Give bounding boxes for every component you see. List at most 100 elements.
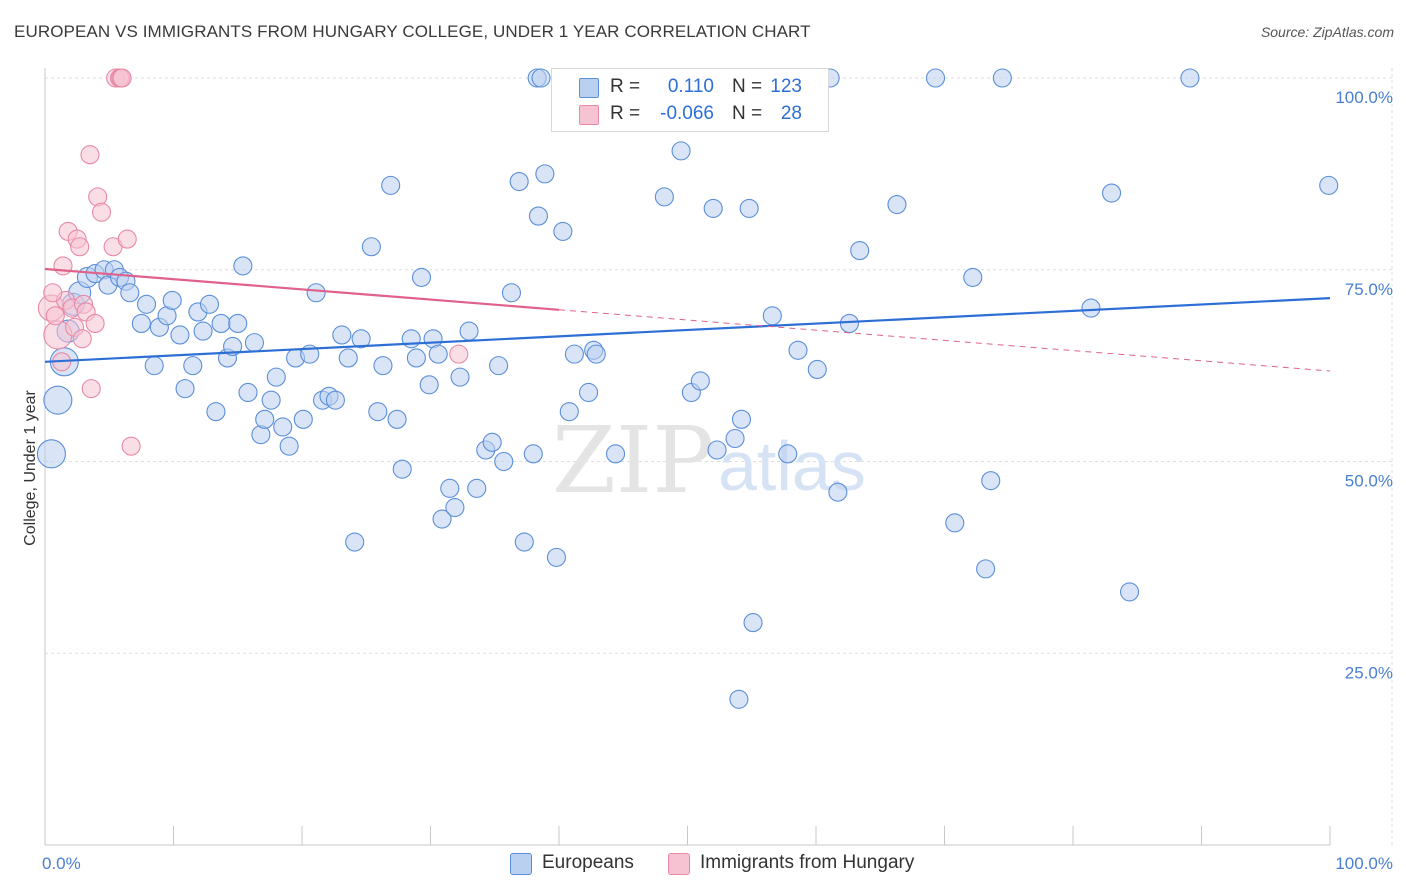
point-european	[992, 68, 1012, 88]
point-european	[553, 221, 573, 241]
point-european	[605, 444, 626, 464]
point-european	[345, 532, 365, 552]
point-european	[325, 390, 345, 410]
point-european	[43, 385, 73, 415]
bottom-legend: Europeans Immigrants from Hungary	[0, 852, 1406, 876]
point-european	[266, 367, 286, 387]
point-european	[332, 325, 352, 345]
point-european	[494, 451, 514, 472]
legend-r-label: R =	[610, 103, 641, 124]
trend-line-hungary-extension	[558, 309, 1331, 372]
point-european	[1081, 298, 1101, 318]
legend-swatch-europeans	[579, 78, 599, 98]
point-european	[432, 509, 452, 529]
point-european	[419, 375, 439, 395]
point-european	[36, 439, 66, 469]
point-hungary	[70, 237, 90, 257]
legend-row-europeans: R = 0.110 N = 123	[552, 74, 828, 100]
trend-line-hungary	[44, 267, 560, 311]
y-tick-label: 25.0%	[1345, 663, 1393, 682]
point-european	[255, 409, 275, 429]
point-european	[586, 344, 606, 364]
legend-row-hungary: R = -0.066 N = 28	[552, 101, 828, 127]
point-european	[228, 313, 248, 333]
point-european	[546, 547, 566, 567]
legend-n-label: N =	[732, 103, 763, 124]
point-european	[707, 440, 727, 460]
point-european	[1119, 582, 1140, 602]
hungary-points	[37, 68, 469, 456]
point-hungary	[121, 436, 141, 456]
point-european	[293, 409, 313, 429]
trend-lines	[44, 267, 1331, 372]
point-european	[233, 256, 253, 276]
point-european	[1180, 68, 1200, 88]
point-european	[459, 321, 479, 341]
point-european	[120, 283, 140, 303]
legend-n-value: 28	[780, 103, 802, 124]
point-european	[743, 613, 763, 633]
y-tick-label: 100.0%	[1335, 88, 1393, 107]
point-european	[945, 513, 965, 533]
point-european	[467, 478, 487, 498]
point-european	[351, 329, 371, 349]
point-european	[654, 187, 674, 207]
y-tick-label: 75.0%	[1345, 280, 1393, 299]
point-european	[183, 356, 203, 376]
point-european	[482, 432, 502, 452]
y-tick-label: 50.0%	[1345, 472, 1393, 491]
point-european	[671, 141, 691, 161]
gridlines	[45, 68, 1393, 845]
point-european	[411, 267, 432, 287]
point-european	[440, 478, 460, 498]
point-european	[887, 195, 907, 215]
trend-line-europeans	[44, 297, 1331, 363]
tick-labels: 25.0% 50.0% 75.0% 100.0% 0.0% 100.0%	[42, 88, 1393, 873]
point-european	[406, 348, 426, 368]
point-european	[373, 356, 393, 376]
point-european	[144, 356, 164, 376]
point-hungary	[72, 329, 92, 349]
point-european	[839, 313, 859, 333]
point-european	[703, 198, 723, 218]
point-european	[523, 444, 543, 464]
point-european	[690, 371, 710, 391]
point-european	[981, 471, 1001, 491]
legend-n-value: 123	[770, 76, 802, 97]
legend-r-label: R =	[610, 76, 641, 97]
point-european	[361, 237, 381, 257]
bottom-legend-swatch-europeans	[510, 853, 532, 875]
bottom-legend-label-europeans: Europeans	[542, 852, 634, 873]
point-european	[514, 532, 534, 552]
european-points	[36, 68, 1339, 709]
point-hungary	[81, 379, 101, 399]
point-european	[963, 267, 983, 287]
point-european	[528, 206, 548, 226]
point-european	[579, 382, 599, 403]
point-hungary	[112, 68, 132, 88]
point-european	[162, 290, 182, 310]
bottom-legend-swatch-hungary	[668, 853, 690, 875]
point-european	[762, 306, 782, 326]
point-european	[279, 436, 299, 456]
point-european	[559, 402, 579, 422]
point-european	[368, 402, 388, 422]
point-european	[739, 198, 759, 218]
point-european	[193, 321, 213, 341]
point-european	[273, 417, 293, 437]
point-european	[535, 164, 555, 184]
point-european	[244, 333, 265, 353]
point-european	[501, 283, 522, 303]
point-european	[170, 325, 190, 345]
point-european	[136, 294, 157, 314]
legend-r-value: 0.110	[667, 76, 714, 97]
point-hungary	[449, 344, 469, 364]
point-hungary	[43, 283, 63, 303]
legend-n-label: N =	[732, 76, 763, 97]
point-european	[1319, 175, 1339, 195]
point-hungary	[45, 306, 65, 326]
point-european	[175, 379, 195, 399]
bottom-legend-label-hungary: Immigrants from Hungary	[700, 852, 915, 873]
point-european	[788, 340, 808, 360]
